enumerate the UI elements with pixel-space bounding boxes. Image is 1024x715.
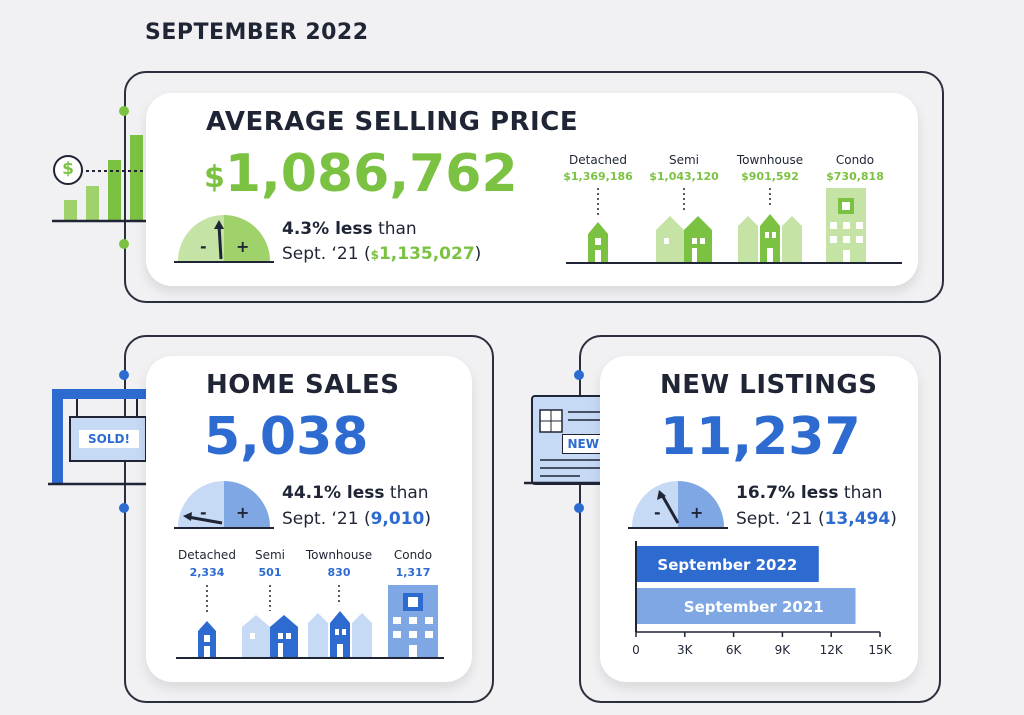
dollar-icon: $: [62, 159, 74, 179]
page-title: SEPTEMBER 2022: [145, 20, 369, 45]
price-type-detached-label: Detached: [569, 153, 627, 167]
listings-change-rest: than: [838, 483, 883, 503]
sales-gauge: - +: [174, 479, 274, 531]
price-prev-label: Sept. ‘21 (: [282, 244, 371, 264]
sales-type-condo-value: 1,317: [395, 566, 431, 579]
x-tick-label: 3K: [677, 643, 694, 657]
sales-change-rest: than: [384, 483, 429, 503]
price-frame-dot-bottom: [119, 239, 129, 249]
sales-title: HOME SALES: [206, 370, 400, 400]
price-type-condo-label: Condo: [835, 153, 875, 167]
listings-previous: Sept. ‘21 (13,494): [736, 507, 897, 532]
listings-title: NEW LISTINGS: [660, 370, 878, 400]
price-title: AVERAGE SELLING PRICE: [206, 107, 579, 137]
listings-gauge-minus: -: [654, 503, 661, 522]
x-tick-label: 6K: [726, 643, 743, 657]
sales-gauge-minus: -: [200, 503, 207, 522]
sales-prev-value: 9,010: [370, 509, 425, 529]
sales-prev-label: Sept. ‘21 (: [282, 509, 371, 529]
price-type-townhouse-value: $901,592: [741, 170, 799, 183]
price-change: 4.3% less than: [282, 217, 417, 242]
listings-value: 11,237: [660, 407, 861, 467]
price-type-townhouse-label: Townhouse: [736, 153, 804, 167]
price-change-bold: 4.3% less: [282, 219, 373, 239]
price-type-condo-value: $730,818: [826, 170, 884, 183]
x-tick-label: 12K: [820, 643, 844, 657]
sales-type-detached-label: Detached: [178, 548, 236, 562]
sales-type-condo-label: Condo: [393, 548, 433, 562]
listings-bar-chart: September 2022 September 2021 0 3K 6K 9K 12K 15…: [632, 541, 893, 657]
price-gauge-plus: +: [236, 237, 250, 256]
sales-type-semi-label: Semi: [254, 548, 286, 562]
price-prev-close: ): [474, 244, 482, 264]
price-section-frame: [124, 71, 944, 303]
price-dollar-sign: $: [204, 160, 225, 195]
sold-sign-icon: SOLD!: [48, 385, 158, 490]
sales-type-townhouse-value: 830: [327, 566, 351, 579]
price-card: AVERAGE SELLING PRICE $1,086,762 - + 4.3…: [146, 93, 918, 286]
bar-label-1: September 2022: [657, 556, 797, 574]
x-tick-label: 0: [632, 643, 640, 657]
sales-house-icons: [174, 581, 446, 661]
sales-gauge-plus: +: [236, 503, 250, 522]
listings-card: NEW LISTINGS 11,237 - + 16.7% less than …: [600, 356, 918, 682]
listings-frame-dot-bottom: [574, 503, 584, 513]
sales-previous: Sept. ‘21 (9,010): [282, 507, 431, 532]
listings-prev-close: ): [890, 509, 897, 529]
price-previous: Sept. ‘21 ($1,135,027): [282, 242, 481, 268]
price-type-semi-label: Semi: [668, 153, 700, 167]
sales-card: HOME SALES 5,038 - + 44.1% less than Sep…: [146, 356, 472, 682]
bar-label-2: September 2021: [684, 598, 824, 616]
price-change-rest: than: [372, 219, 417, 239]
price-prev-value: 1,135,027: [378, 244, 475, 264]
x-tick-label: 9K: [775, 643, 792, 657]
listings-section-frame: [579, 335, 941, 703]
sales-type-townhouse-label: Townhouse: [305, 548, 373, 562]
sales-frame-dot-bottom: [119, 503, 129, 513]
sales-type-semi-value: 501: [258, 566, 282, 579]
sales-change: 44.1% less than: [282, 481, 429, 506]
price-gauge: - +: [174, 213, 274, 265]
listings-prev-label: Sept. ‘21 (: [736, 509, 825, 529]
listings-change-bold: 16.7% less: [736, 483, 839, 503]
sales-value: 5,038: [204, 407, 369, 467]
x-tick-label: 15K: [868, 643, 892, 657]
listings-prev-value: 13,494: [824, 509, 891, 529]
sold-sign-text: SOLD!: [79, 430, 139, 448]
price-amount: 1,086,762: [224, 144, 518, 204]
listings-change: 16.7% less than: [736, 481, 883, 506]
listing-document-icon: NEW!: [520, 390, 620, 490]
sales-frame-dot-top: [119, 370, 129, 380]
listings-gauge-plus: +: [690, 503, 704, 522]
sales-prev-close: ): [424, 509, 432, 529]
price-value: $1,086,762: [204, 143, 518, 205]
sales-section-frame: [124, 335, 494, 703]
price-bar-chart-icon: $: [48, 130, 158, 225]
price-gauge-minus: -: [200, 237, 207, 256]
listings-frame-dot-top: [574, 370, 584, 380]
listings-gauge: - +: [628, 479, 728, 531]
price-type-detached-value: $1,369,186: [563, 170, 633, 183]
price-prev-dollar: $: [370, 248, 379, 262]
sales-type-detached-value: 2,334: [189, 566, 225, 579]
bar-1: [636, 546, 819, 582]
price-type-semi-value: $1,043,120: [649, 170, 719, 183]
bar-2: [636, 588, 856, 624]
price-house-icons: [564, 186, 904, 266]
sales-change-bold: 44.1% less: [282, 483, 385, 503]
price-frame-dot-top: [119, 106, 129, 116]
